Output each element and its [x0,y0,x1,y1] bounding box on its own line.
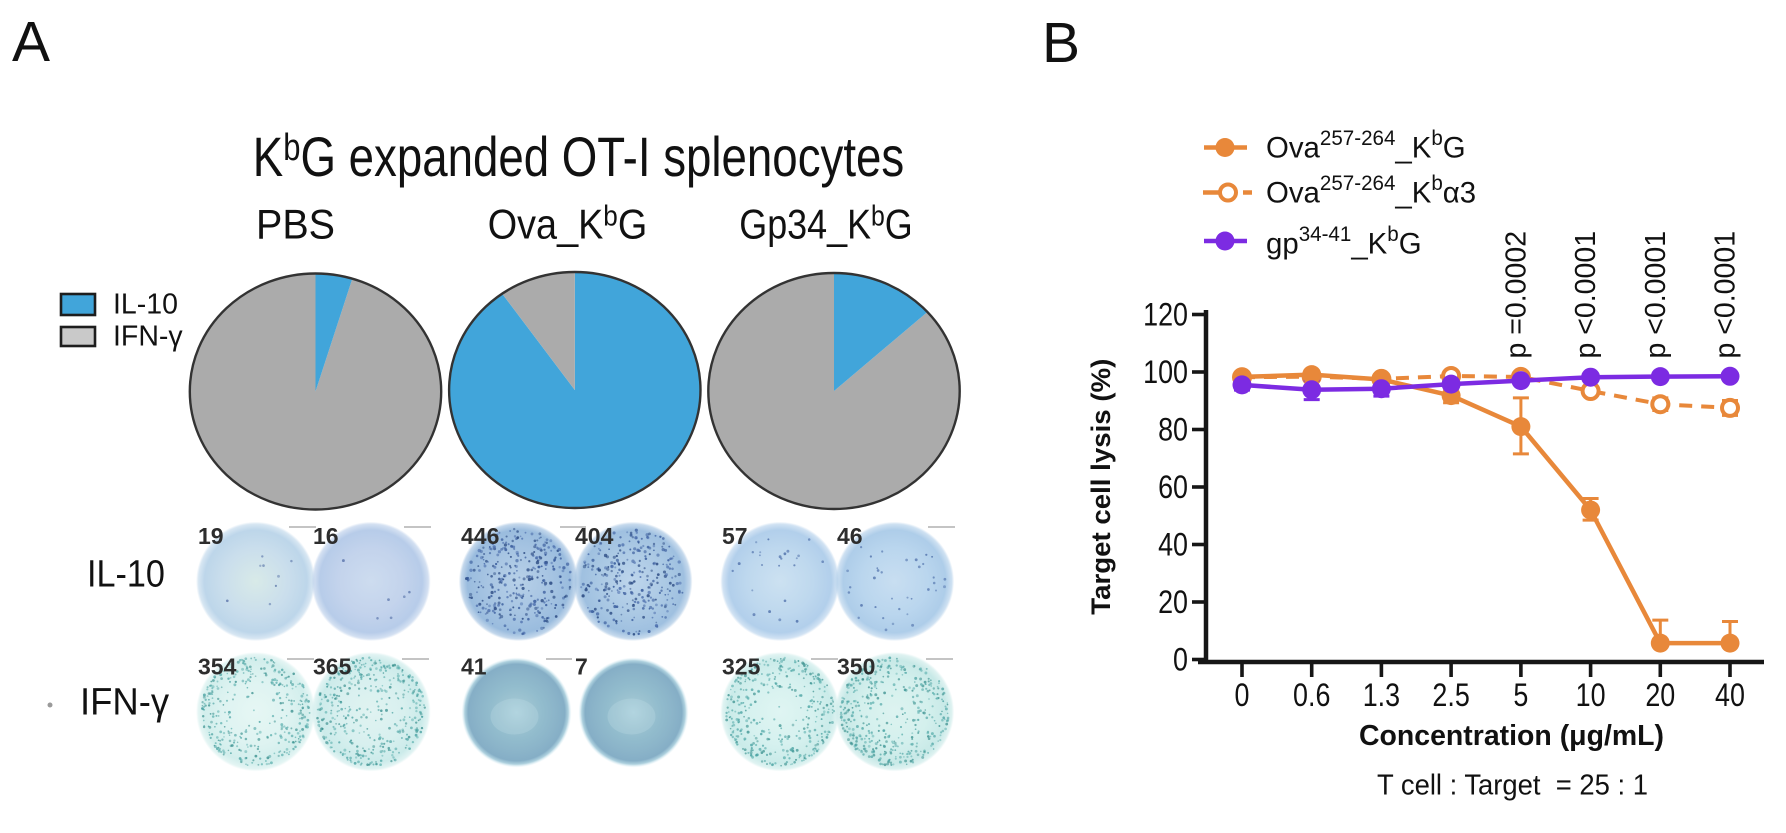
svg-text:446: 446 [461,523,499,549]
svg-text:Target cell lysis (%): Target cell lysis (%) [1086,359,1116,615]
svg-text:B: B [1042,11,1080,75]
svg-text:100: 100 [1143,355,1188,391]
svg-text:p <0.0001: p <0.0001 [1570,231,1602,359]
svg-text:A: A [12,10,50,74]
svg-text:p <0.0001: p <0.0001 [1710,231,1742,359]
svg-text:20: 20 [1158,585,1188,621]
svg-text:41: 41 [461,654,487,680]
svg-text:5: 5 [1513,678,1528,714]
svg-text:354: 354 [198,654,237,680]
svg-text:Ova_KbG: Ova_KbG [488,199,647,248]
svg-text:40: 40 [1715,678,1745,714]
svg-text:T cell : Target = 25 : 1: T cell : Target = 25 : 1 [1377,770,1648,802]
svg-text:0.6: 0.6 [1293,678,1330,714]
svg-text:46: 46 [837,523,863,549]
svg-text:57: 57 [722,523,748,549]
svg-text:PBS: PBS [256,201,335,248]
svg-text:10: 10 [1576,678,1606,714]
svg-text:60: 60 [1158,470,1188,506]
svg-text:0: 0 [1173,642,1188,678]
svg-text:120: 120 [1143,297,1188,333]
svg-text:80: 80 [1158,412,1188,448]
svg-text:IFN-γ: IFN-γ [80,680,169,723]
svg-text:2.5: 2.5 [1432,678,1469,714]
svg-text:KbG expanded OT-I splenocytes: KbG expanded OT-I splenocytes [253,126,904,188]
svg-text:p <0.0001: p <0.0001 [1640,231,1672,359]
svg-text:1.3: 1.3 [1363,678,1400,714]
svg-text:p =0.0002: p =0.0002 [1500,231,1532,359]
svg-text:Concentration (μg/mL): Concentration (μg/mL) [1359,720,1664,752]
svg-text:IFN-γ: IFN-γ [113,321,183,353]
svg-text:7: 7 [575,654,588,680]
svg-text:IL-10: IL-10 [87,552,165,595]
svg-text:365: 365 [313,654,352,680]
svg-text:40: 40 [1158,527,1188,563]
svg-text:IL-10: IL-10 [113,288,178,320]
svg-text:350: 350 [837,654,875,680]
svg-text:16: 16 [313,523,339,549]
svg-text:Gp34_KbG: Gp34_KbG [739,200,912,248]
svg-text:20: 20 [1645,678,1675,714]
svg-text:19: 19 [198,523,224,549]
svg-text:325: 325 [722,654,761,680]
svg-text:0: 0 [1235,678,1250,714]
